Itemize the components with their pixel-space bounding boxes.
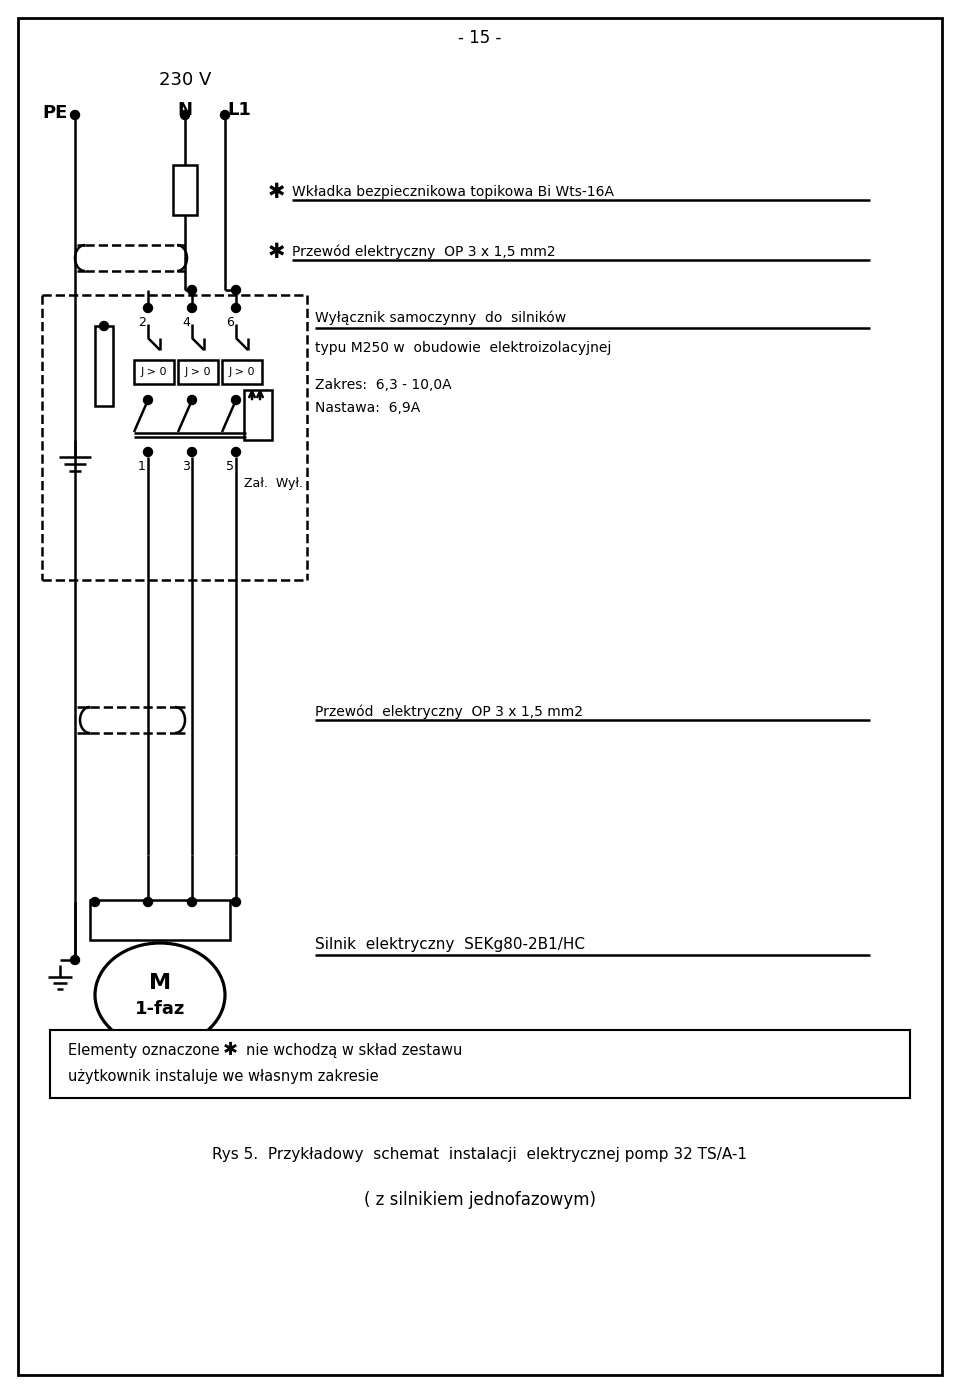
Circle shape	[70, 956, 80, 964]
Text: ( z silnikiem jednofazowym): ( z silnikiem jednofazowym)	[364, 1191, 596, 1209]
Text: N: N	[177, 102, 192, 118]
Text: M: M	[149, 972, 171, 993]
Circle shape	[143, 396, 153, 404]
Bar	[173, 164, 197, 215]
Circle shape	[231, 447, 241, 457]
Text: 3: 3	[182, 460, 190, 472]
Circle shape	[180, 110, 189, 120]
Circle shape	[231, 897, 241, 907]
Circle shape	[187, 304, 197, 312]
Text: - 15 -: - 15 -	[458, 29, 502, 47]
Text: Wkładka bezpiecznikowa topikowa Bi Wts-16A: Wkładka bezpiecznikowa topikowa Bi Wts-1…	[292, 185, 614, 199]
Bar	[222, 359, 262, 384]
Text: Wyłącznik samoczynny  do  silników: Wyłącznik samoczynny do silników	[315, 311, 566, 325]
Circle shape	[90, 897, 100, 907]
Bar	[134, 359, 174, 384]
Text: użytkownik instaluje we własnym zakresie: użytkownik instaluje we własnym zakresie	[68, 1068, 378, 1084]
Text: J > 0: J > 0	[184, 366, 211, 378]
Text: Przewód  elektryczny  OP 3 x 1,5 mm2: Przewód elektryczny OP 3 x 1,5 mm2	[315, 705, 583, 719]
Circle shape	[143, 447, 153, 457]
Bar	[90, 900, 230, 940]
Text: Rys 5.  Przykładowy  schemat  instalacji  elektrycznej pomp 32 TS/A-1: Rys 5. Przykładowy schemat instalacji el…	[212, 1148, 748, 1163]
Text: ✱: ✱	[223, 1041, 238, 1059]
Circle shape	[231, 304, 241, 312]
Text: J > 0: J > 0	[141, 366, 167, 378]
Bar	[244, 390, 272, 440]
Text: Elementy oznaczone: Elementy oznaczone	[68, 1042, 220, 1057]
Bar	[50, 1029, 910, 1098]
Circle shape	[143, 897, 153, 907]
Circle shape	[70, 110, 80, 120]
Bar	[178, 359, 218, 384]
Circle shape	[187, 286, 197, 294]
Circle shape	[231, 396, 241, 404]
Text: Nastawa:  6,9A: Nastawa: 6,9A	[315, 401, 420, 415]
Bar	[95, 326, 113, 405]
Text: 4: 4	[182, 315, 190, 329]
Ellipse shape	[95, 943, 225, 1048]
Text: nie wchodzą w skład zestawu: nie wchodzą w skład zestawu	[246, 1042, 463, 1057]
Text: typu M250 w  obudowie  elektroizolacyjnej: typu M250 w obudowie elektroizolacyjnej	[315, 341, 612, 355]
Text: 2: 2	[138, 315, 146, 329]
Circle shape	[221, 110, 229, 120]
Circle shape	[143, 304, 153, 312]
Text: 5: 5	[226, 460, 234, 472]
Text: ✱: ✱	[268, 242, 285, 262]
Circle shape	[231, 286, 241, 294]
Circle shape	[187, 396, 197, 404]
Circle shape	[187, 447, 197, 457]
Text: 1: 1	[138, 460, 146, 472]
Text: J > 0: J > 0	[228, 366, 255, 378]
Text: ✱: ✱	[268, 182, 285, 202]
Circle shape	[100, 322, 108, 330]
Text: Zał.  Wył.: Zał. Wył.	[244, 478, 303, 490]
Text: Zakres:  6,3 - 10,0A: Zakres: 6,3 - 10,0A	[315, 378, 451, 391]
Text: 6: 6	[226, 315, 234, 329]
Text: PE: PE	[42, 104, 67, 123]
Text: Silnik  elektryczny  SEKg80-2B1/HC: Silnik elektryczny SEKg80-2B1/HC	[315, 937, 585, 953]
Circle shape	[187, 897, 197, 907]
Text: Przewód elektryczny  OP 3 x 1,5 mm2: Przewód elektryczny OP 3 x 1,5 mm2	[292, 245, 556, 259]
Text: 1-faz: 1-faz	[134, 1000, 185, 1018]
Text: 230 V: 230 V	[158, 71, 211, 89]
Text: L1: L1	[227, 102, 251, 118]
